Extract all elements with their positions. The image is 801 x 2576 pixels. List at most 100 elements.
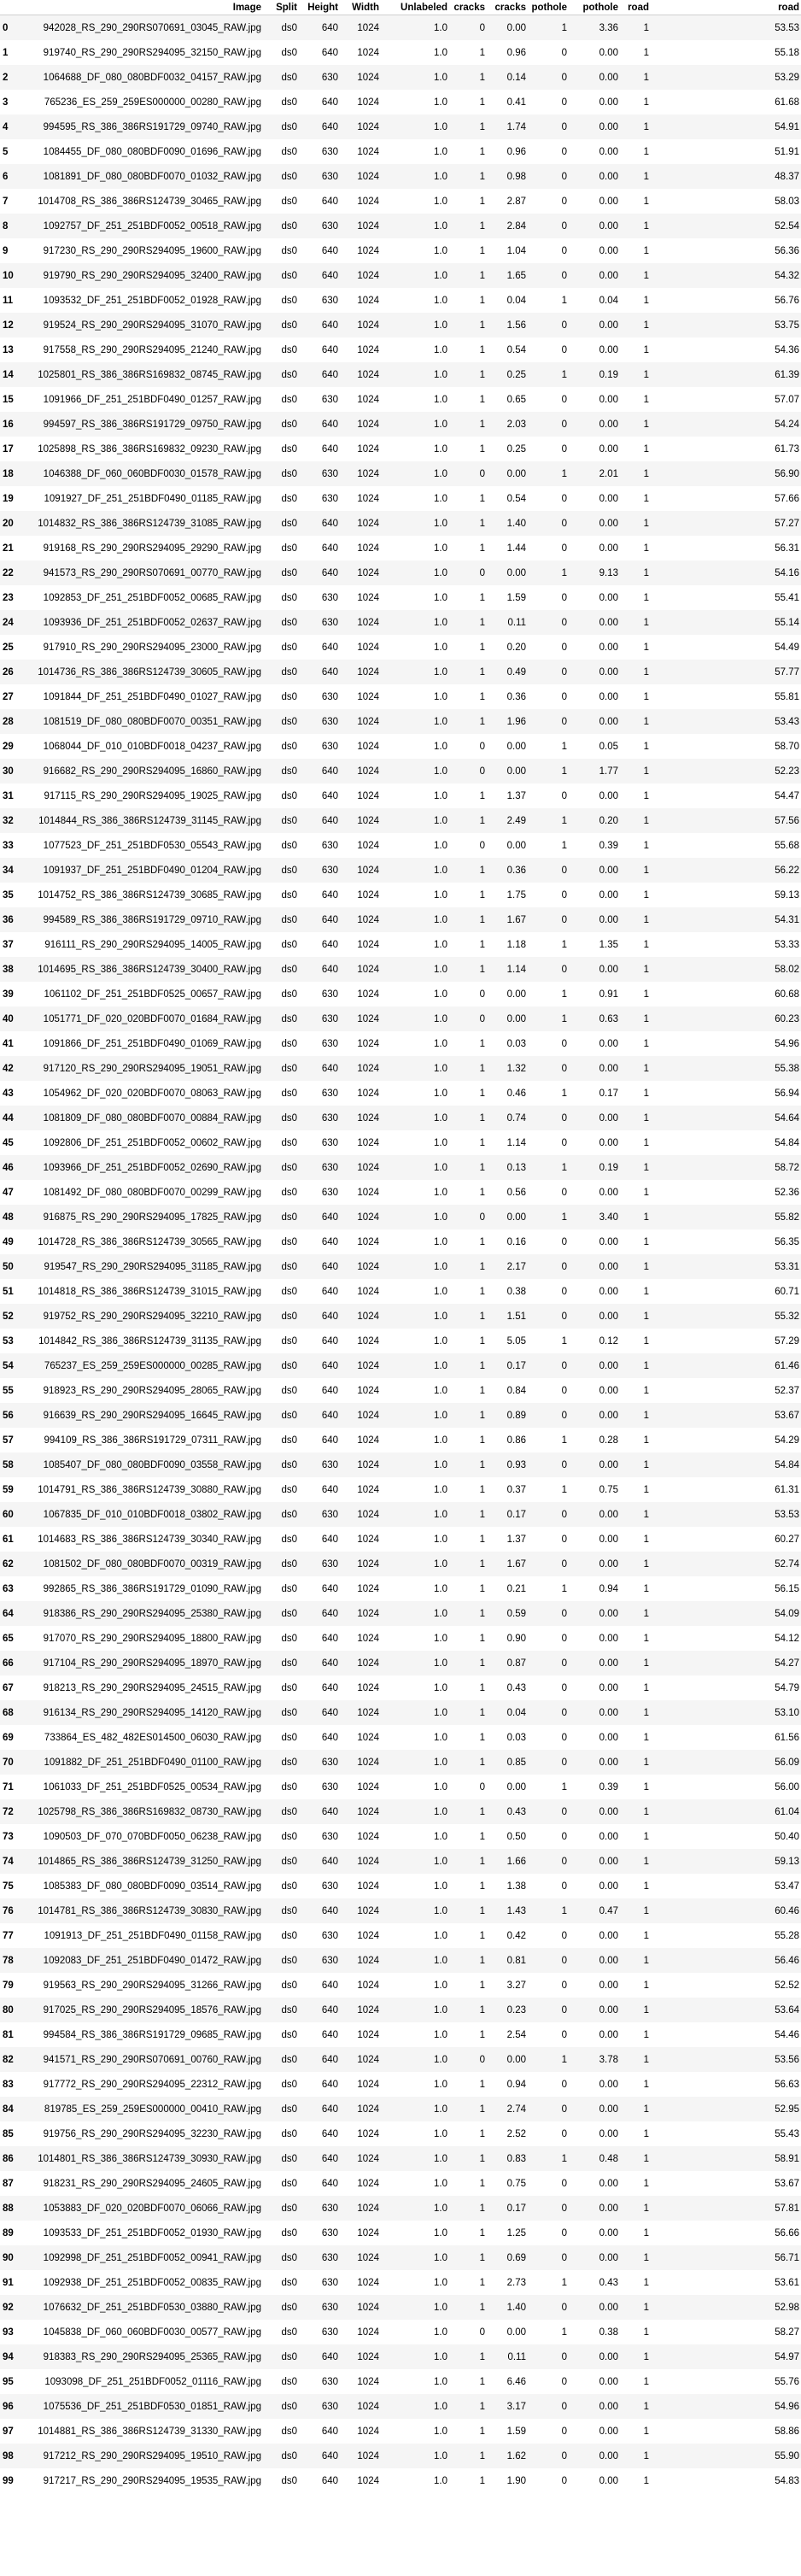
cell-pothole-flag: 0	[528, 65, 569, 90]
cell-split: ds0	[281, 1534, 297, 1545]
cell-pothole-pct: 0.00	[599, 1831, 618, 1842]
cell-cracks-flag: 1	[479, 543, 485, 554]
cell-pothole-pct: 0.00	[599, 2376, 618, 2387]
cell-index: 26	[0, 660, 22, 684]
cell-road-flag: 1	[643, 1335, 649, 1347]
cell-split: ds0	[263, 858, 299, 883]
cell-pothole-pct: 0.00	[599, 1633, 618, 1644]
cell-pothole-pct: 0.00	[569, 1056, 620, 1081]
cell-pothole-pct: 0.00	[599, 2426, 618, 2437]
cell-height: 640	[321, 889, 338, 901]
cell-unlabeled: 1.0	[381, 1502, 449, 1527]
cell-pothole-flag: 0	[528, 2394, 569, 2419]
cell-road-pct: 57.29	[775, 1335, 799, 1347]
cell-split: ds0	[281, 1930, 297, 1941]
cell-pothole-pct: 0.00	[599, 1137, 618, 1148]
cell-split: ds0	[281, 47, 297, 58]
cell-index: 70	[0, 1750, 22, 1775]
cell-split: ds0	[281, 889, 297, 901]
cell-image: 1014728_RS_386_386RS124739_30565_RAW.jpg	[38, 1236, 261, 1247]
cell-split: ds0	[281, 790, 297, 801]
cell-unlabeled: 1.0	[434, 691, 447, 702]
cell-cracks-pct: 6.46	[506, 2376, 526, 2387]
cell-pothole-flag: 0	[561, 47, 567, 58]
cell-road-flag: 1	[620, 1601, 651, 1626]
cell-road-pct: 59.13	[775, 889, 799, 901]
cell-width: 1024	[357, 2277, 379, 2288]
cell-unlabeled: 1.0	[381, 2196, 449, 2221]
cell-pothole-pct: 0.20	[569, 808, 620, 833]
cell-cracks-pct: 0.17	[487, 1353, 528, 1378]
cell-pothole-flag: 0	[561, 2029, 567, 2040]
table-row: 1 919740_RS_290_290RS294095_32150_RAW.jpg…	[0, 40, 801, 65]
cell-cracks-flag: 0	[479, 1781, 485, 1793]
cell-index: 12	[0, 313, 22, 337]
cell-width: 1024	[357, 97, 379, 108]
cell-cracks-pct: 0.00	[487, 461, 528, 486]
cell-height: 640	[299, 1651, 340, 1675]
cell-cracks-pct: 1.90	[506, 2475, 526, 2486]
cell-width: 1024	[357, 1930, 379, 1941]
cell-pothole-pct: 0.00	[569, 1353, 620, 1378]
cell-unlabeled: 1.0	[434, 245, 447, 256]
cell-cracks-pct: 1.62	[487, 2444, 528, 2468]
cell-road-pct: 55.38	[651, 1056, 801, 1081]
cell-road-pct: 53.33	[775, 939, 799, 950]
cell-cracks-flag: 1	[479, 2178, 485, 2189]
cell-cracks-pct: 0.37	[506, 1484, 526, 1495]
cell-cracks-flag: 1	[449, 1948, 487, 1973]
cell-index: 97	[3, 2426, 14, 2437]
cell-cracks-pct: 1.37	[506, 790, 526, 801]
cell-height: 640	[299, 1304, 340, 1329]
cell-height: 640	[299, 2444, 340, 2468]
cell-width: 1024	[357, 1088, 379, 1099]
cell-pothole-pct: 0.00	[599, 146, 618, 157]
cell-pothole-pct: 0.00	[569, 511, 620, 536]
table-row: 45 1092806_DF_251_251BDF0052_00602_RAW.jp…	[0, 1130, 801, 1155]
cell-width: 1024	[340, 1452, 381, 1477]
cell-height: 630	[321, 2327, 338, 2338]
cell-width: 1024	[340, 1056, 381, 1081]
cell-height: 630	[299, 2196, 340, 2221]
cell-height: 630	[299, 1502, 340, 1527]
cell-index: 71	[3, 1781, 14, 1793]
cell-width: 1024	[340, 263, 381, 288]
cell-unlabeled: 1.0	[434, 1831, 447, 1842]
cell-cracks-flag: 1	[449, 1304, 487, 1329]
cell-width: 1024	[340, 1304, 381, 1329]
cell-road-pct: 54.91	[651, 114, 801, 139]
cell-pothole-flag: 1	[561, 1335, 567, 1347]
cell-width: 1024	[357, 1732, 379, 1743]
cell-pothole-pct: 0.00	[569, 1106, 620, 1130]
cell-cracks-flag: 1	[479, 1534, 485, 1545]
cell-pothole-pct: 0.00	[599, 2128, 618, 2139]
cell-cracks-pct: 0.41	[506, 97, 526, 108]
cell-width: 1024	[357, 1137, 379, 1148]
cell-cracks-pct: 0.59	[487, 1601, 528, 1626]
cell-index: 66	[0, 1651, 22, 1675]
cell-width: 1024	[357, 592, 379, 603]
cell-split: ds0	[281, 1335, 297, 1347]
cell-index: 36	[0, 907, 22, 932]
cell-cracks-flag: 0	[449, 461, 487, 486]
table-row: 28 1081519_DF_080_080BDF0070_00351_RAW.jp…	[0, 709, 801, 734]
table-row: 3 765236_ES_259_259ES000000_00280_RAW.jpg…	[0, 90, 801, 114]
cell-image: 1014865_RS_386_386RS124739_31250_RAW.jpg	[22, 1849, 263, 1874]
cell-pothole-flag: 0	[561, 245, 567, 256]
table-row: 49 1014728_RS_386_386RS124739_30565_RAW.j…	[0, 1229, 801, 1254]
cell-unlabeled: 1.0	[381, 2097, 449, 2121]
cell-split: ds0	[263, 1898, 299, 1923]
cell-cracks-pct: 1.51	[487, 1304, 528, 1329]
cell-unlabeled: 1.0	[434, 2029, 447, 2040]
cell-width: 1024	[340, 2097, 381, 2121]
cell-image: 1081502_DF_080_080BDF0070_00319_RAW.jpg	[22, 1552, 263, 1576]
cell-pothole-flag: 1	[528, 2146, 569, 2171]
column-header-cracks-flag: cracks	[449, 0, 487, 15]
cell-cracks-flag: 1	[449, 2444, 487, 2468]
cell-height: 640	[299, 660, 340, 684]
cell-road-pct: 61.04	[651, 1799, 801, 1824]
cell-height: 640	[299, 1056, 340, 1081]
cell-index: 31	[3, 790, 14, 801]
cell-road-pct: 54.31	[651, 907, 801, 932]
table-row: 43 1054962_DF_020_020BDF0070_08063_RAW.jp…	[0, 1081, 801, 1106]
